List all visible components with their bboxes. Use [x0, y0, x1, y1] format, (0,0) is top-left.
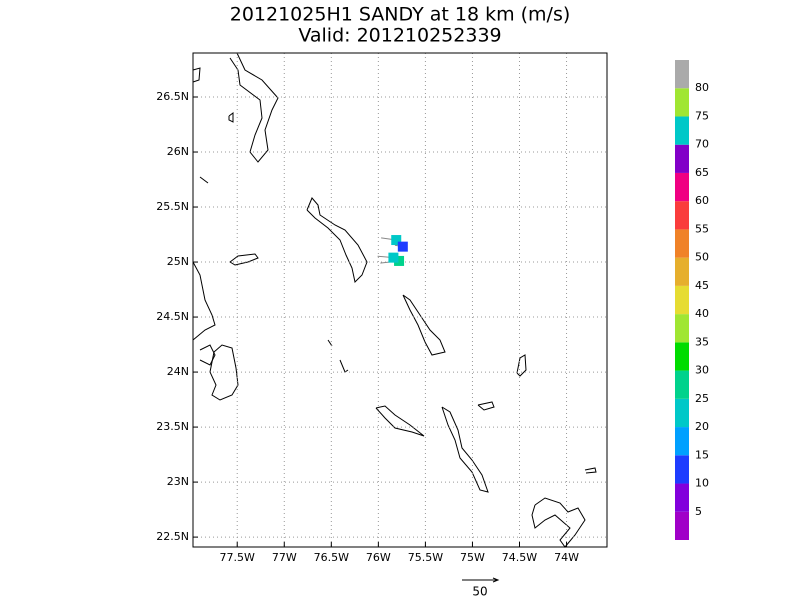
colorbar-band	[675, 60, 689, 89]
reference-vector-label: 50	[472, 585, 487, 599]
y-tick-label: 24.5N	[156, 310, 189, 323]
x-tick-label: 77W	[272, 551, 297, 564]
colorbar-label: 70	[695, 138, 709, 151]
reference-arrowhead	[492, 577, 500, 583]
y-tick-label: 23.5N	[156, 420, 189, 433]
wind-point	[388, 252, 399, 263]
chart-subtitle: Valid: 201210252339	[298, 25, 501, 47]
colorbar-label: 10	[695, 477, 709, 490]
colorbar-band	[675, 257, 689, 286]
chart-title: 20121025H1 SANDY at 18 km (m/s)	[230, 4, 571, 26]
colorbar-band	[675, 172, 689, 202]
y-tick-label: 22.5N	[156, 530, 189, 543]
colorbar-label: 65	[695, 166, 709, 179]
colorbar-band	[675, 427, 689, 456]
colorbar-label: 25	[695, 392, 709, 405]
colorbar-band	[675, 229, 689, 258]
colorbar-band	[675, 88, 689, 117]
coastlines	[192, 52, 597, 548]
y-tick-label: 23N	[167, 475, 189, 488]
colorbar-label: 75	[695, 109, 709, 122]
colorbar-label: 15	[695, 448, 709, 461]
plot-frame	[192, 52, 608, 548]
colorbar-label: 40	[695, 307, 709, 320]
y-tick-label: 26.5N	[156, 90, 189, 103]
wind-point	[394, 255, 405, 266]
x-tick-label: 77.5W	[220, 551, 255, 564]
colorbar-band	[675, 370, 689, 399]
colorbar-band	[675, 116, 689, 145]
colorbar-label: 5	[695, 505, 702, 518]
colorbar-band	[675, 144, 689, 173]
y-tick-label: 26N	[167, 145, 189, 158]
colorbar-label: 45	[695, 279, 709, 292]
wind-point	[391, 235, 402, 246]
colorbar-label: 60	[695, 194, 709, 207]
colorbar-band	[675, 398, 689, 428]
x-tick-label: 76.5W	[314, 551, 349, 564]
y-tick-label: 25.5N	[156, 200, 189, 213]
colorbar-band	[675, 201, 689, 230]
colorbar-label: 80	[695, 81, 709, 94]
colorbar-band	[675, 455, 689, 484]
colorbar-label: 35	[695, 335, 709, 348]
colorbar-band	[675, 285, 689, 315]
x-tick-label: 74.5W	[502, 551, 537, 564]
colorbar-band	[675, 511, 689, 540]
y-tick-label: 25N	[167, 255, 189, 268]
colorbar-band	[675, 342, 689, 371]
colorbar-label: 50	[695, 251, 709, 264]
colorbar-band	[675, 483, 689, 512]
x-tick-label: 75.5W	[408, 551, 443, 564]
x-tick-label: 76W	[366, 551, 391, 564]
colorbar-label: 30	[695, 364, 709, 377]
y-tick-label: 24N	[167, 365, 189, 378]
colorbar-band	[675, 314, 689, 343]
colorbar-label: 20	[695, 420, 709, 433]
colorbar-label: 55	[695, 222, 709, 235]
wind-point	[397, 241, 408, 252]
x-tick-label: 74W	[554, 551, 579, 564]
x-tick-label: 75W	[460, 551, 485, 564]
